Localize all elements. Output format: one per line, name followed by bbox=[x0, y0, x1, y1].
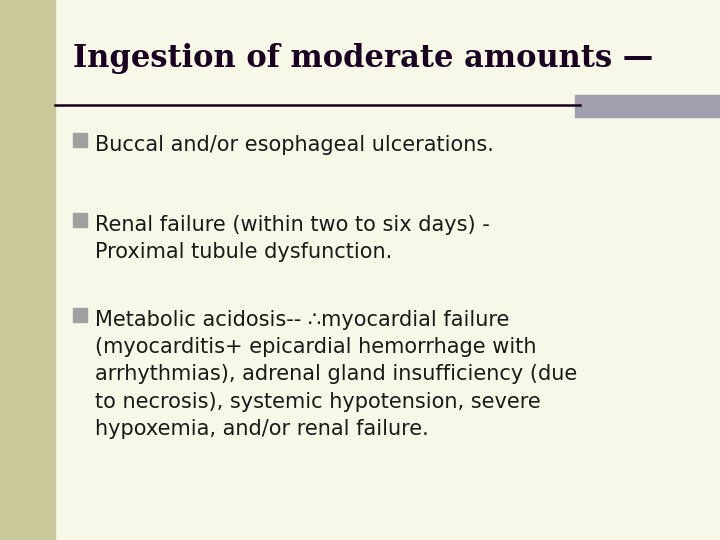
Text: Renal failure (within two to six days) -
Proximal tubule dysfunction.: Renal failure (within two to six days) -… bbox=[95, 215, 490, 262]
Text: Metabolic acidosis-- ∴myocardial failure
(myocarditis+ epicardial hemorrhage wit: Metabolic acidosis-- ∴myocardial failure… bbox=[95, 310, 577, 439]
Bar bbox=[73, 213, 87, 227]
Text: Buccal and/or esophageal ulcerations.: Buccal and/or esophageal ulcerations. bbox=[95, 135, 494, 155]
Text: Ingestion of moderate amounts —: Ingestion of moderate amounts — bbox=[73, 43, 653, 73]
Bar bbox=[73, 133, 87, 147]
Bar bbox=[0, 0, 55, 540]
Bar bbox=[73, 308, 87, 322]
Bar bbox=[575, 95, 720, 117]
